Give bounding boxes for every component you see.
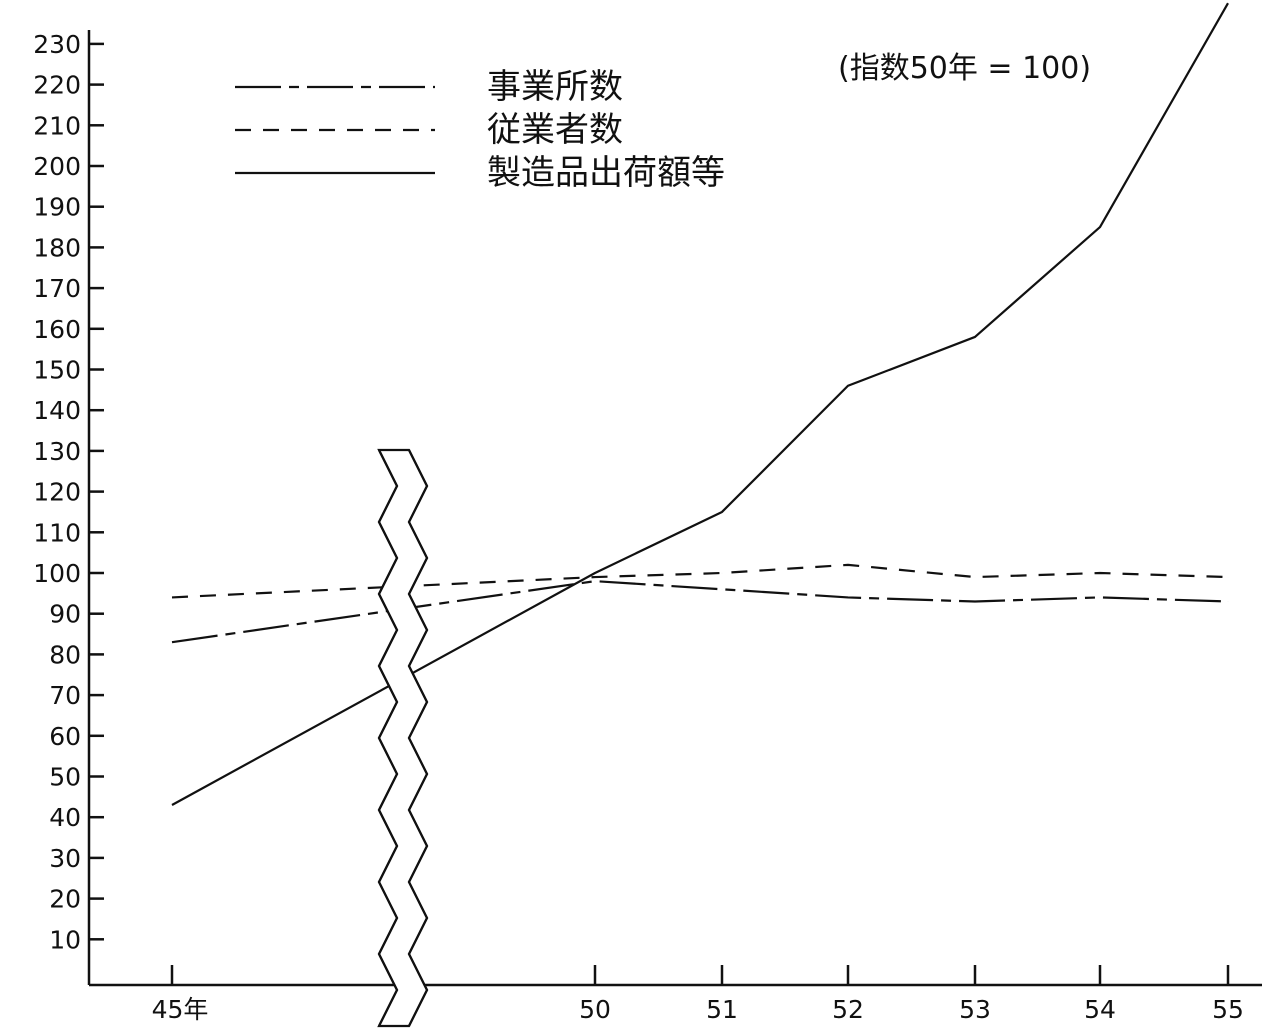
- axis-break-right-edge: [407, 449, 429, 1027]
- y-tick-label: 210: [33, 111, 81, 140]
- y-tick-label: 10: [49, 925, 81, 954]
- x-tick-label: 51: [706, 995, 738, 1024]
- y-tick-label: 90: [49, 600, 81, 629]
- y-tick-label: 30: [49, 844, 81, 873]
- x-tick-label: 54: [1084, 995, 1116, 1024]
- y-tick-label: 100: [33, 559, 81, 588]
- index-note: (指数50年 = 100): [838, 51, 1091, 86]
- y-tick-label: 220: [33, 71, 81, 100]
- y-tick-label: 60: [49, 722, 81, 751]
- x-tick-label: 55: [1212, 995, 1244, 1024]
- y-tick-label: 80: [49, 640, 81, 669]
- legend-label: 製造品出荷額等: [487, 153, 725, 193]
- y-tick-label: 150: [33, 356, 81, 385]
- y-tick-label: 200: [33, 152, 81, 181]
- legend-label: 従業者数: [487, 110, 623, 150]
- x-tick-label: 50: [579, 995, 611, 1024]
- y-tick-label: 130: [33, 437, 81, 466]
- x-tick-label: 45年: [152, 995, 209, 1024]
- y-tick-label: 190: [33, 193, 81, 222]
- y-tick-label: 50: [49, 763, 81, 792]
- y-tick-label: 110: [33, 518, 81, 547]
- x-tick-label: 52: [832, 995, 864, 1024]
- y-tick-label: 170: [33, 274, 81, 303]
- legend-label: 事業所数: [487, 67, 623, 107]
- y-tick-label: 140: [33, 396, 81, 425]
- axis-break-left-edge: [377, 449, 399, 1027]
- y-tick-label: 40: [49, 803, 81, 832]
- y-tick-label: 180: [33, 233, 81, 262]
- series-line: [171, 2, 1229, 806]
- series-line: [171, 563, 1229, 599]
- y-tick-label: 70: [49, 681, 81, 710]
- y-tick-label: 160: [33, 315, 81, 344]
- y-tick-label: 230: [33, 30, 81, 59]
- series-line: [171, 580, 1229, 644]
- y-tick-label: 20: [49, 885, 81, 914]
- x-tick-label: 53: [959, 995, 991, 1024]
- y-tick-label: 120: [33, 478, 81, 507]
